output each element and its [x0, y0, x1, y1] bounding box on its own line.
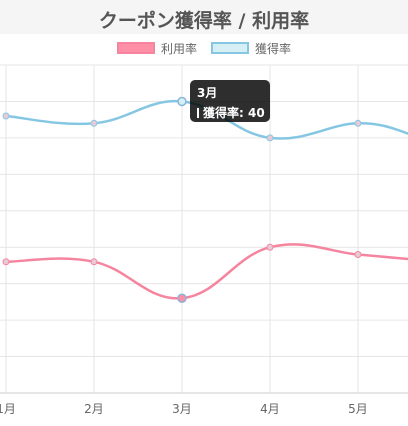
data-point — [266, 243, 274, 251]
legend-swatch-kakutokuritsu — [211, 42, 249, 54]
legend-item-riyouritsu[interactable]: 利用率 — [116, 40, 197, 57]
x-tick-label: 1月 — [0, 402, 16, 416]
tooltip-row: 獲得率: 40 — [197, 104, 265, 121]
data-point — [2, 258, 10, 266]
legend-label-riyouritsu: 利用率 — [160, 41, 197, 56]
tooltip-text: 獲得率: 40 — [203, 106, 265, 120]
data-point — [177, 96, 187, 107]
x-tick-label: 2月 — [84, 402, 104, 416]
x-tick-label: 5月 — [348, 402, 368, 416]
tooltip-swatch — [197, 107, 199, 118]
data-point — [354, 251, 362, 259]
x-tick-label: 3月 — [172, 402, 192, 416]
x-tick-label: 4月 — [260, 402, 280, 416]
data-point — [90, 258, 98, 266]
tooltip-title: 3月 — [197, 86, 218, 100]
data-point — [177, 293, 187, 303]
legend-swatch-riyouritsu — [116, 42, 155, 54]
legend-item-kakutokuritsu[interactable]: 獲得率 — [211, 40, 291, 57]
chart-title: クーポン獲得率 / 利用率 — [98, 10, 310, 32]
legend-label-kakutokuritsu: 獲得率 — [255, 41, 292, 56]
series-line-riyouritsu — [5, 243, 408, 300]
data-point — [2, 112, 10, 120]
data-point — [90, 119, 98, 127]
title-bar — [0, 0, 408, 34]
data-point — [354, 119, 362, 127]
data-point — [266, 134, 274, 142]
chart-legend: 利用率 獲得率 — [0, 38, 408, 58]
chart-tooltip: 3月 獲得率: 40 — [190, 80, 270, 122]
